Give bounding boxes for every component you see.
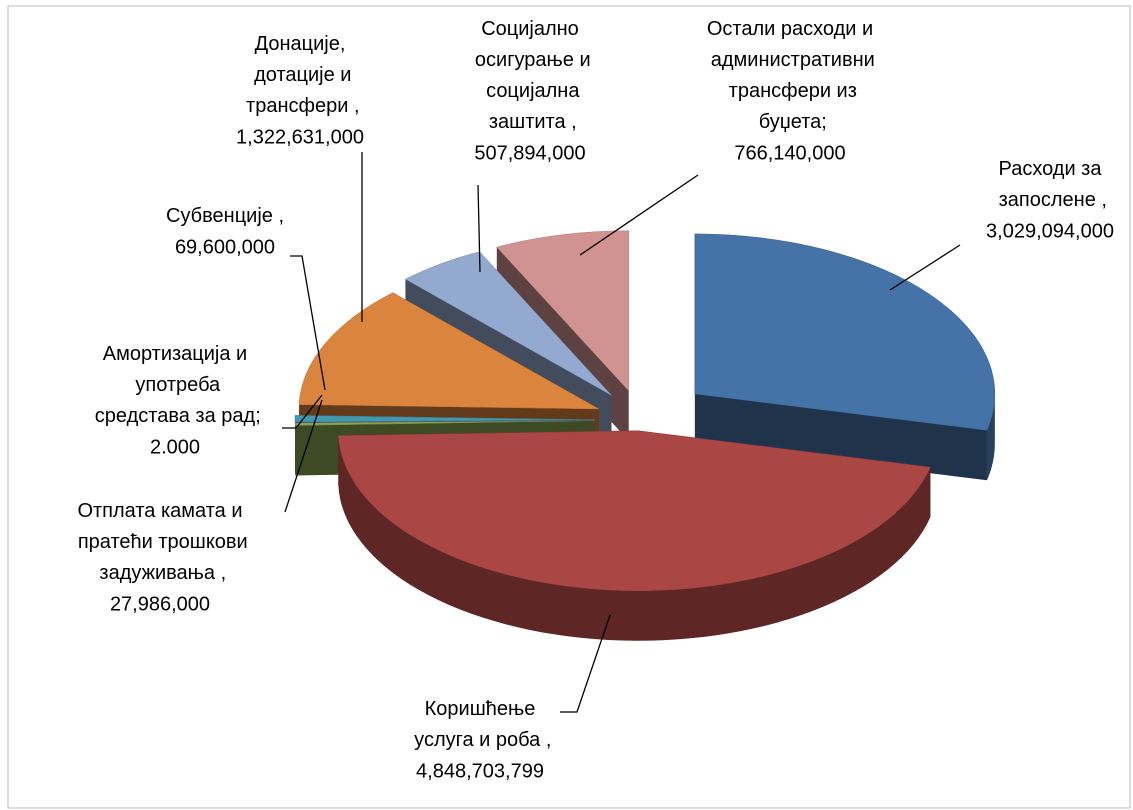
slice-label: Остали расходи и административни трансфе… bbox=[705, 18, 875, 133]
value-label: 507,894,000 bbox=[474, 142, 585, 164]
leader-line bbox=[477, 184, 481, 273]
slice bbox=[295, 420, 596, 423]
slice-wall bbox=[694, 393, 987, 481]
value-label: 69,600,000 bbox=[175, 236, 275, 258]
slice bbox=[496, 230, 629, 392]
value-label: 27,986,000 bbox=[110, 593, 210, 615]
slice-label: Коришћење услуга и роба , bbox=[409, 698, 552, 751]
slice-label: Социјално осигурање и социјална заштита … bbox=[469, 18, 590, 133]
slice-side bbox=[338, 435, 931, 641]
value-label: 4,848,703,799 bbox=[416, 760, 544, 782]
value-label: 2.000 bbox=[150, 436, 200, 458]
slice bbox=[298, 292, 600, 410]
leader-line bbox=[889, 244, 961, 291]
slice bbox=[694, 233, 996, 431]
leader-line bbox=[579, 174, 699, 256]
slice-label: Расходи за запослене , bbox=[993, 158, 1107, 211]
leader-line bbox=[284, 399, 323, 513]
slice bbox=[338, 430, 931, 591]
leader-line bbox=[560, 614, 611, 713]
slice-label: Отплата камата и пратећи трошкови задужи… bbox=[72, 500, 247, 584]
value-label: 1,322,631,000 bbox=[236, 126, 364, 148]
slice bbox=[294, 415, 596, 423]
leader-line bbox=[290, 255, 326, 391]
slice-label: Субвенције , bbox=[166, 205, 284, 227]
value-label: 3,029,094,000 bbox=[986, 220, 1114, 242]
slice-label: Донације, дотације и трансфери , bbox=[241, 33, 360, 117]
leader-line bbox=[282, 394, 323, 429]
slice-label: Амортизација и употреба средстава за рад… bbox=[89, 343, 261, 427]
slice-side bbox=[986, 393, 995, 481]
value-label: 766,140,000 bbox=[734, 142, 845, 164]
